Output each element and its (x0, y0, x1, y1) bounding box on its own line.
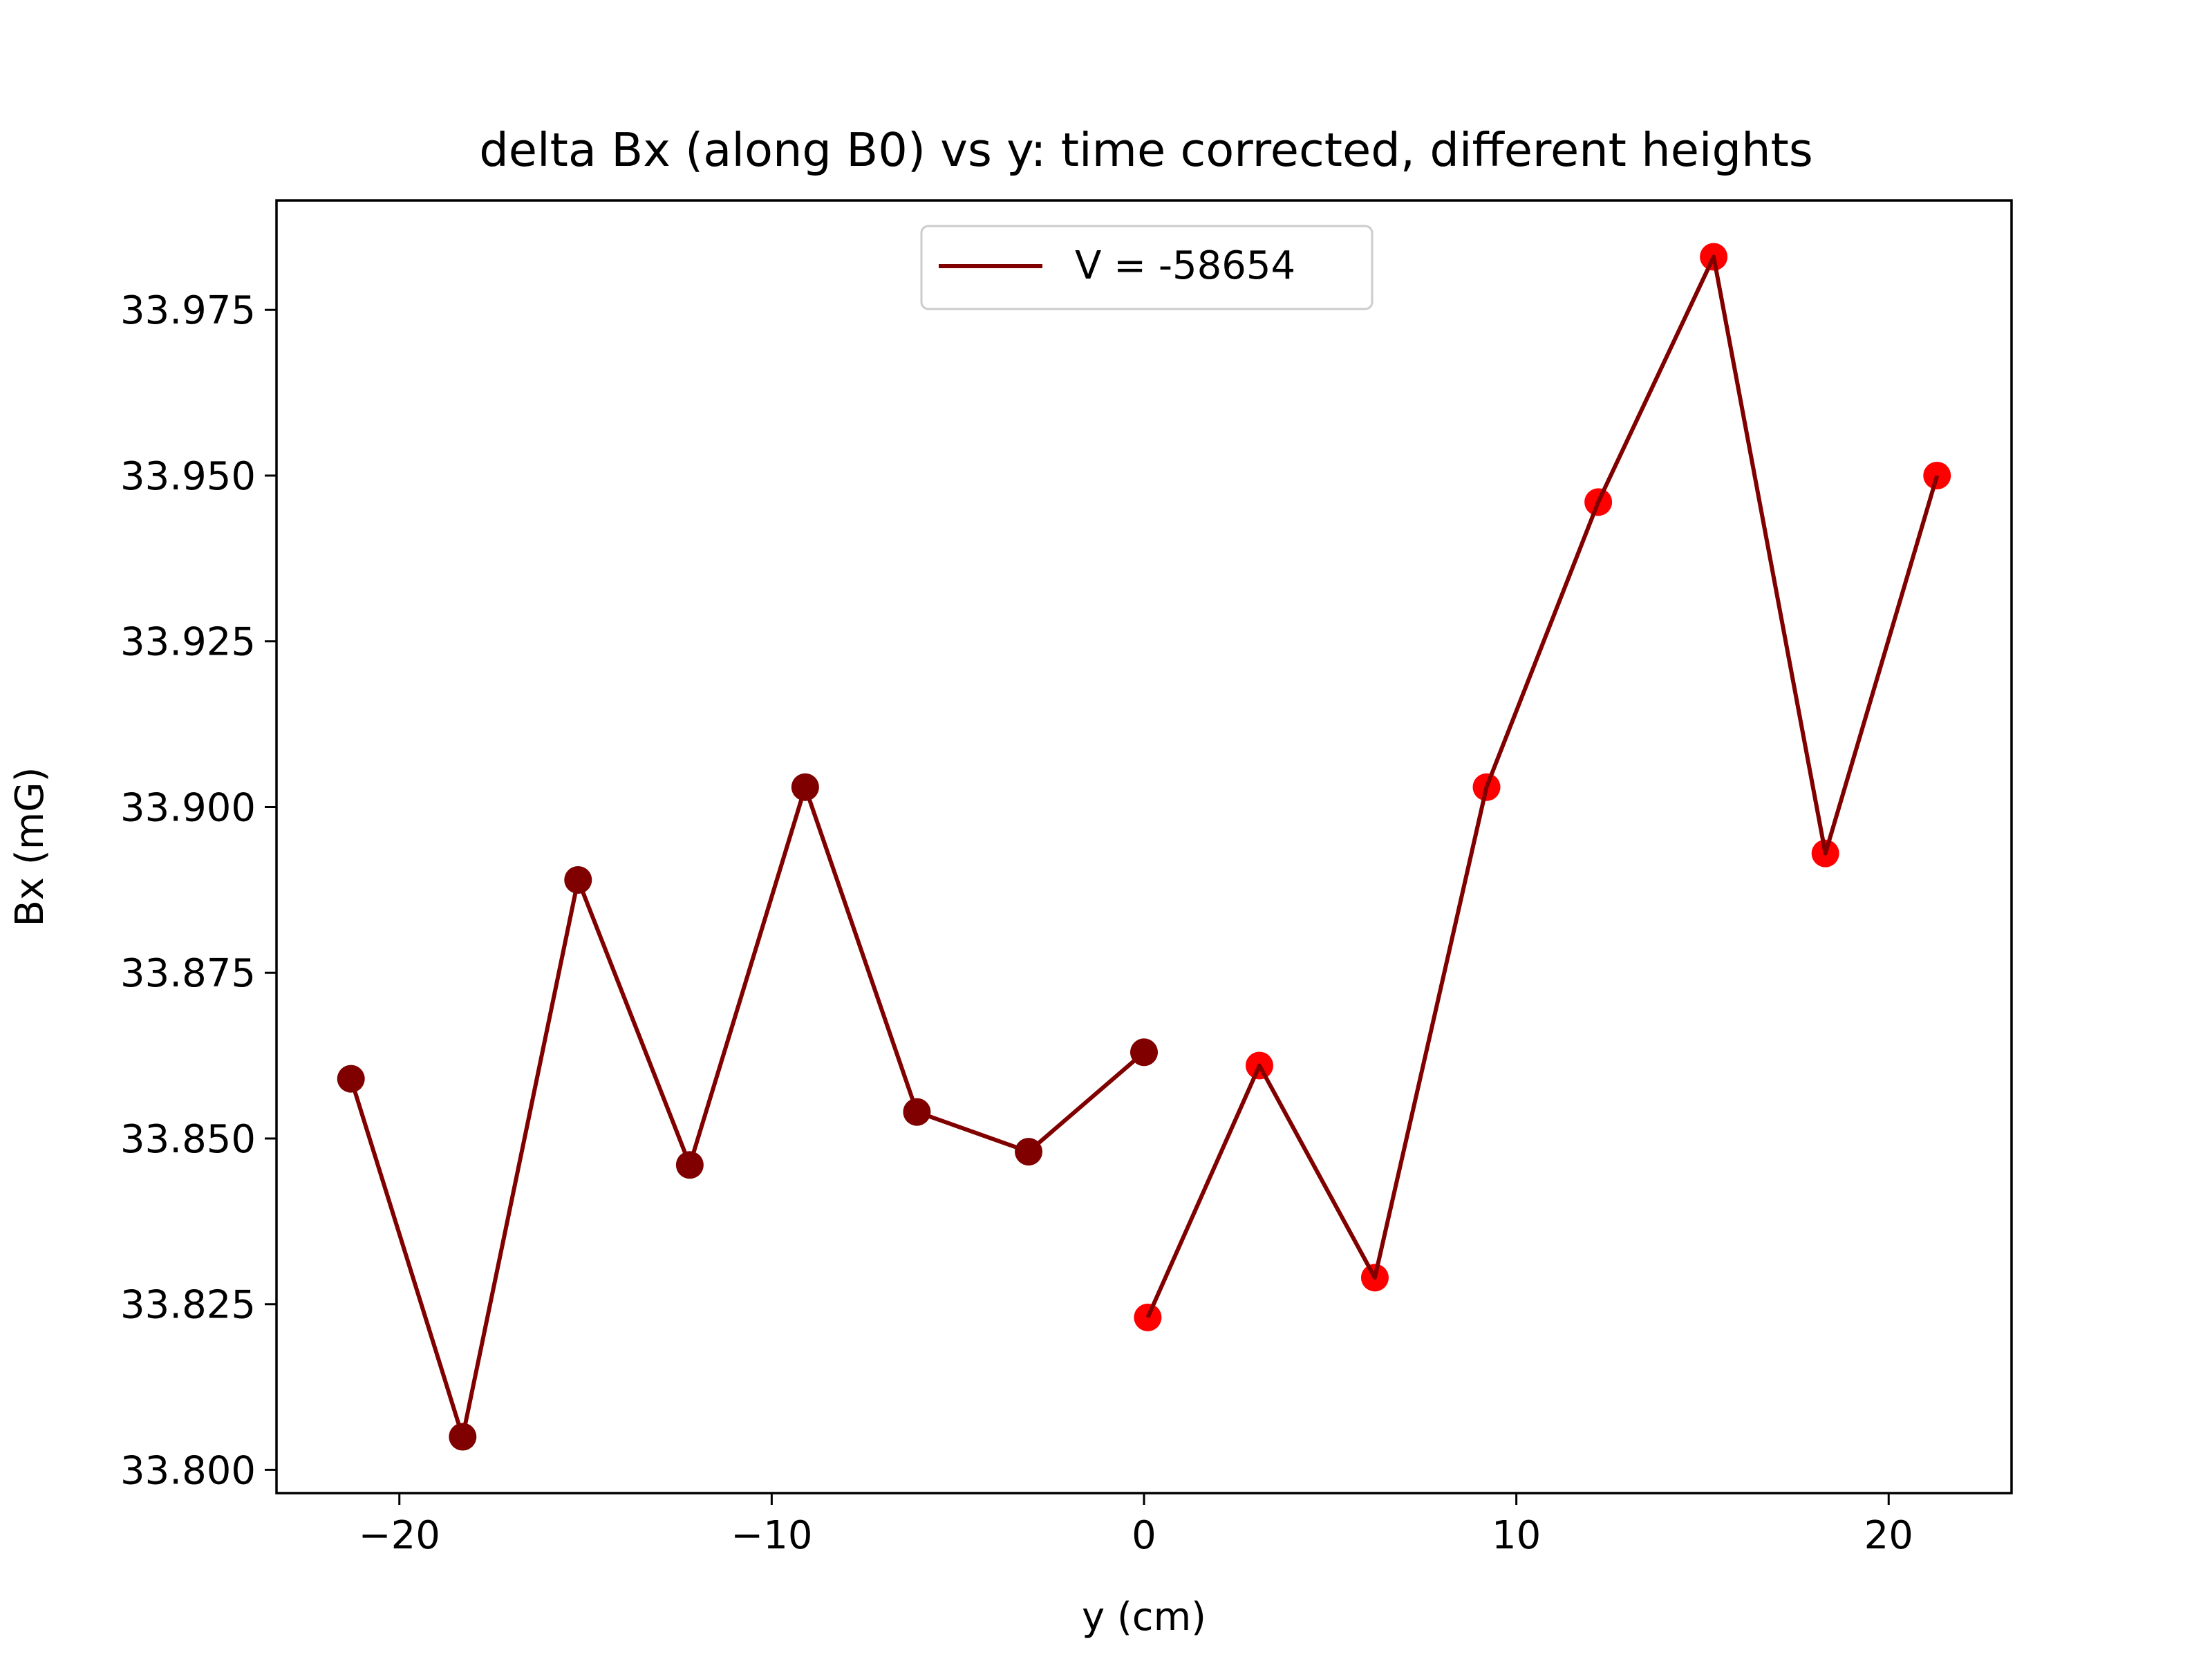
x-tick-label: −20 (359, 1513, 440, 1558)
y-tick-label: 33.875 (120, 951, 256, 996)
chart-title: delta Bx (along B0) vs y: time corrected… (479, 123, 1812, 177)
x-tick-label: −10 (731, 1513, 812, 1558)
x-axis: −20 −10 0 10 20 (359, 1493, 1913, 1558)
y-tick-label: 33.900 (120, 785, 256, 830)
legend: V = -58654 (920, 225, 1374, 310)
legend-entry-label: V = -58654 (1075, 243, 1295, 288)
x-axis-label: y (cm) (1082, 1595, 1206, 1640)
series-line-2 (1145, 254, 1940, 1319)
y-tick-label: 33.950 (120, 454, 256, 499)
y-axis: 33.800 33.825 33.850 33.875 33.900 33.925 33.9… (120, 288, 276, 1493)
y-tick-label: 33.850 (120, 1117, 256, 1162)
y-tick-label: 33.925 (120, 620, 256, 665)
x-tick-label: 10 (1492, 1513, 1541, 1558)
y-tick-label: 33.825 (120, 1283, 256, 1328)
series-line-1 (348, 785, 1145, 1439)
data-point-series-2 (1923, 461, 1951, 489)
y-tick-label: 33.800 (120, 1448, 256, 1493)
y-tick-label: 33.975 (120, 288, 256, 333)
y-axis-label: Bx (mG) (8, 767, 53, 927)
x-tick-label: 20 (1864, 1513, 1913, 1558)
x-tick-label: 0 (1132, 1513, 1156, 1558)
legend-box (920, 225, 1374, 310)
plot-area (337, 243, 1951, 1451)
